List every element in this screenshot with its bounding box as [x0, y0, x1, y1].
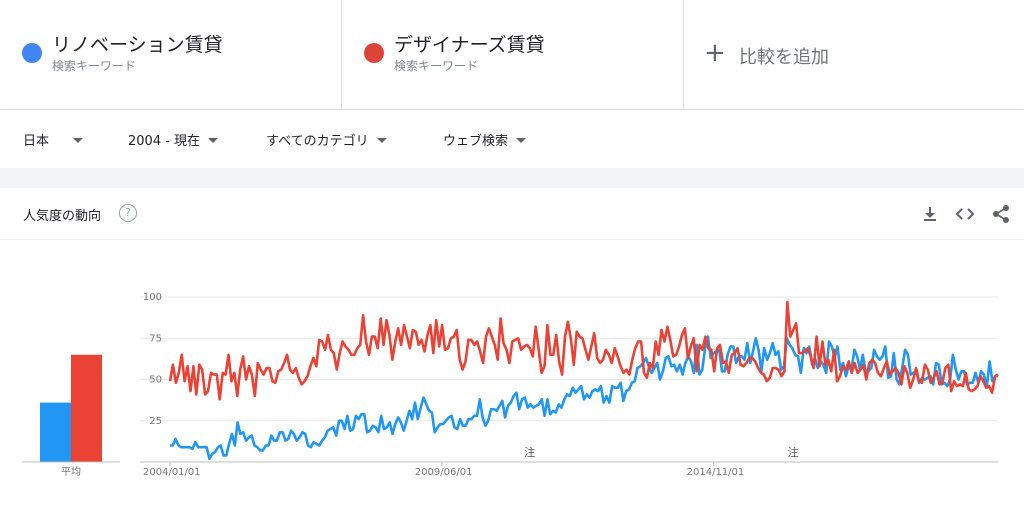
term-type-2: 検索キーワード: [394, 59, 479, 73]
series-line-2: [168, 300, 999, 401]
term-name-2: デザイナーズ賃貸: [394, 34, 545, 56]
term-name-1: リノベーション賃貸: [52, 34, 223, 56]
time-filter-label: 2004 - 現在: [128, 134, 201, 149]
geo-filter-label: 日本: [23, 134, 50, 149]
time-filter-dropdown[interactable]: 2004 - 現在: [128, 130, 219, 149]
geo-filter-dropdown[interactable]: 日本: [23, 130, 84, 149]
category-filter-label: すべてのカテゴリ: [266, 134, 369, 149]
plus-icon: +: [704, 38, 726, 68]
x-tick-label: 2014/11/01: [687, 467, 745, 478]
add-comparison-button[interactable]: + 比較を追加: [684, 0, 1024, 110]
dropdown-arrow-icon: [516, 138, 527, 143]
x-tick-label: 2009/06/01: [415, 467, 473, 478]
annotation-note: 注: [524, 445, 535, 459]
category-filter-dropdown[interactable]: すべてのカテゴリ: [266, 130, 387, 149]
card-title: 人気度の動向: [23, 209, 102, 224]
dropdown-arrow-icon: [376, 138, 387, 143]
term-color-dot-2: [364, 43, 384, 63]
search-property-label: ウェブ検索: [443, 134, 509, 149]
dropdown-arrow-icon: [73, 138, 84, 143]
interest-over-time-card: 人気度の動向 ? 25 50 75 100 2004/01/01 2009/06/01 20…: [0, 188, 1024, 516]
average-bar-1: [40, 402, 71, 462]
y-tick-label: 25: [149, 416, 162, 427]
x-tick-label: 2004/01/01: [143, 467, 201, 478]
section-divider: [0, 168, 1024, 188]
help-circle-icon[interactable]: ?: [119, 204, 137, 222]
search-property-dropdown[interactable]: ウェブ検索: [443, 130, 527, 149]
download-icon[interactable]: [920, 204, 940, 224]
annotation-note: 注: [788, 445, 799, 459]
trend-chart: 25 50 75 100 2004/01/01 2009/06/01 2014/11/01 注…: [22, 292, 999, 478]
code-icon[interactable]: [955, 204, 975, 224]
dropdown-arrow-icon: [208, 138, 219, 143]
average-bar-2: [71, 354, 102, 462]
filter-bar: 日本 2004 - 現在 すべてのカテゴリ ウェブ検索: [0, 110, 1024, 168]
add-comparison-label: 比較を追加: [739, 47, 829, 68]
y-tick-label: 75: [149, 333, 162, 344]
series-line-1: [170, 335, 998, 460]
term-card-1[interactable]: リノベーション賃貸 検索キーワード: [0, 0, 342, 110]
term-color-dot-1: [22, 43, 42, 63]
card-header: 人気度の動向 ?: [0, 188, 1024, 240]
term-card-2[interactable]: デザイナーズ賃貸 検索キーワード: [342, 0, 684, 110]
share-icon[interactable]: [991, 204, 1011, 224]
average-label: 平均: [61, 466, 81, 478]
y-tick-label: 50: [149, 375, 162, 386]
term-bar: リノベーション賃貸 検索キーワード デザイナーズ賃貸 検索キーワード + 比較を…: [0, 0, 1024, 110]
term-type-1: 検索キーワード: [52, 59, 137, 73]
y-tick-label: 100: [143, 292, 162, 303]
